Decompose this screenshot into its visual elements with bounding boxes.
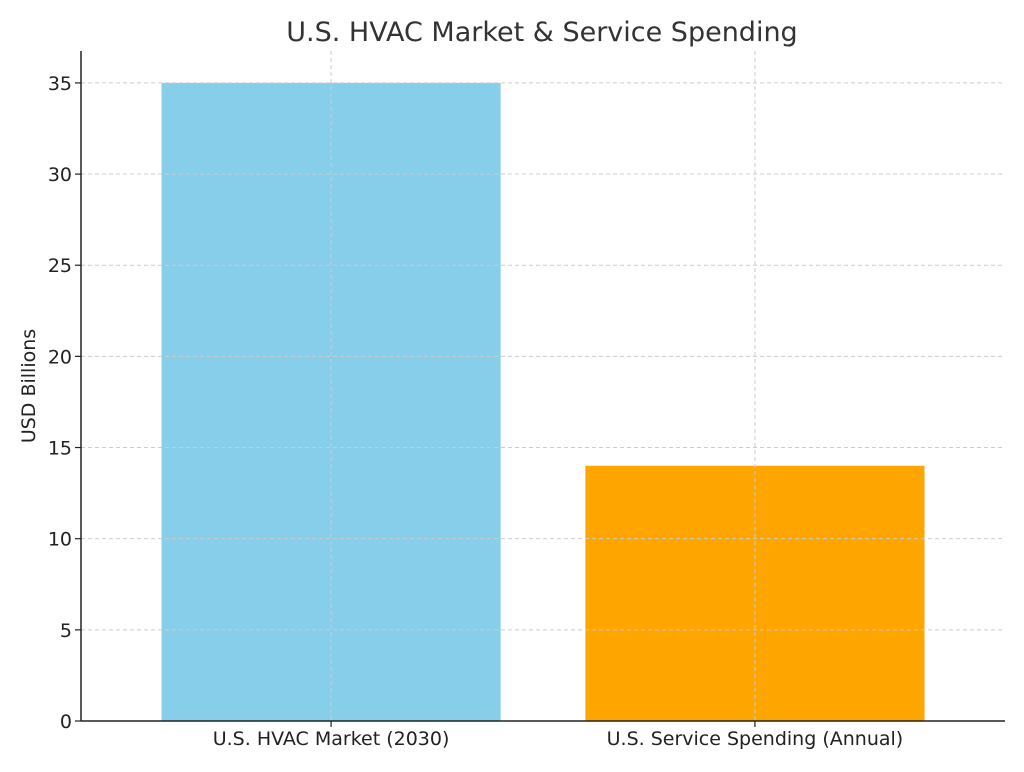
axis-layer bbox=[80, 51, 1005, 722]
bar-layer bbox=[161, 82, 925, 721]
y-tick-label: 20 bbox=[48, 346, 72, 368]
grid-layer bbox=[81, 51, 1005, 721]
chart-title: U.S. HVAC Market & Service Spending bbox=[286, 17, 797, 48]
tick-layer: 0 5 10 15 20 25 30 35 U.S. HVAC Market (2030) U.S… bbox=[48, 73, 903, 750]
y-tick-label: 35 bbox=[48, 73, 72, 95]
y-axis-label: USD Billions bbox=[18, 329, 40, 443]
y-tick-label: 0 bbox=[60, 711, 72, 733]
y-tick-label: 5 bbox=[60, 620, 72, 642]
y-tick-label: 10 bbox=[48, 529, 72, 551]
x-tick-label: U.S. Service Spending (Annual) bbox=[607, 728, 904, 750]
y-tick-label: 30 bbox=[48, 164, 72, 186]
x-tick-label: U.S. HVAC Market (2030) bbox=[213, 728, 450, 750]
y-tick-label: 15 bbox=[48, 438, 72, 460]
y-tick-label: 25 bbox=[48, 255, 72, 277]
